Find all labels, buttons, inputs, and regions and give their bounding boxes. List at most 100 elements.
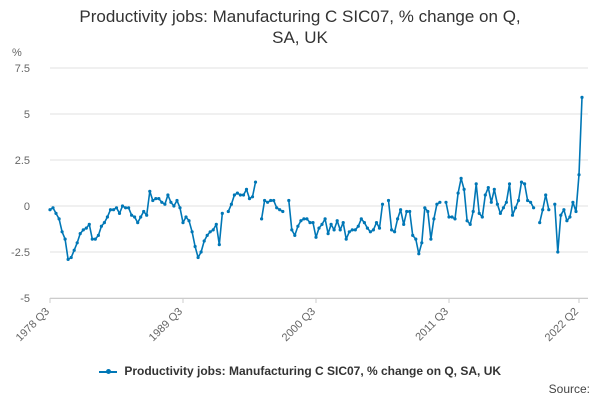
data-point <box>544 193 548 197</box>
data-point <box>211 228 215 232</box>
data-point <box>157 197 161 201</box>
data-point <box>238 193 242 197</box>
data-point <box>196 255 200 260</box>
series-line <box>554 97 583 253</box>
data-point <box>320 222 324 226</box>
data-point <box>501 206 505 210</box>
data-point <box>278 208 282 212</box>
legend-line-marker <box>98 368 117 374</box>
data-point <box>399 208 403 212</box>
data-point <box>480 215 484 219</box>
chart-title-line-1: Productivity jobs: Manufacturing C SIC07… <box>79 7 521 26</box>
data-point <box>492 187 496 191</box>
series-line <box>387 200 441 255</box>
data-point <box>338 228 342 232</box>
x-tick-label: 1978 Q3 <box>14 306 52 344</box>
data-point <box>526 198 530 203</box>
data-point <box>308 221 312 225</box>
data-point <box>269 198 273 203</box>
series-line <box>538 194 550 223</box>
data-point <box>390 228 394 232</box>
data-point <box>202 239 206 243</box>
data-point <box>402 222 406 226</box>
data-point <box>477 211 481 215</box>
data-point <box>205 233 209 237</box>
data-point <box>160 200 164 204</box>
data-point <box>163 202 167 206</box>
data-point <box>450 215 454 219</box>
data-point <box>577 173 581 177</box>
data-point <box>547 208 551 212</box>
data-point <box>281 209 285 214</box>
data-point <box>199 250 203 254</box>
data-point <box>178 206 182 210</box>
x-tick-label: 2000 Q3 <box>280 306 318 344</box>
data-point <box>504 200 508 204</box>
data-point <box>84 226 88 230</box>
data-point <box>63 237 67 241</box>
data-point <box>302 217 306 221</box>
data-point <box>565 219 569 223</box>
data-point <box>353 228 357 232</box>
data-point <box>226 209 230 214</box>
data-point <box>323 217 327 221</box>
data-point <box>214 222 218 226</box>
data-point <box>293 233 297 237</box>
data-point <box>253 180 258 184</box>
data-point <box>133 215 137 219</box>
data-point <box>471 209 475 214</box>
data-point <box>516 198 521 203</box>
data-point <box>117 211 122 215</box>
data-point <box>553 202 557 206</box>
data-point <box>329 222 333 226</box>
data-point <box>139 215 143 219</box>
data-point <box>462 187 466 191</box>
data-point <box>87 222 91 226</box>
data-point <box>489 200 493 204</box>
data-point <box>396 217 400 221</box>
data-point <box>130 213 134 217</box>
data-point <box>314 235 318 239</box>
data-point <box>151 198 155 203</box>
data-point <box>335 219 339 223</box>
data-point <box>127 206 131 210</box>
data-point <box>317 226 321 230</box>
series-line <box>49 190 224 261</box>
data-point <box>145 213 149 217</box>
data-point <box>414 237 418 241</box>
y-tick-label: -5 <box>20 293 30 305</box>
data-point <box>48 208 52 212</box>
data-point <box>263 198 267 203</box>
x-tick-label: 1989 Q3 <box>147 306 185 344</box>
data-point <box>142 209 146 214</box>
data-point <box>181 221 185 225</box>
data-point <box>444 200 448 204</box>
data-point <box>54 211 58 215</box>
data-point <box>299 219 303 223</box>
data-point <box>365 226 369 230</box>
data-point <box>393 230 397 234</box>
data-point <box>538 221 542 225</box>
data-point <box>326 232 330 236</box>
data-point <box>411 233 415 237</box>
data-point <box>429 237 433 241</box>
data-point <box>347 230 351 234</box>
data-point <box>296 224 300 228</box>
data-point <box>66 257 70 261</box>
data-point <box>120 204 125 208</box>
data-point <box>371 228 375 232</box>
data-point <box>136 221 140 225</box>
data-point <box>574 209 578 214</box>
data-point <box>51 206 55 210</box>
data-point <box>90 237 94 241</box>
data-point <box>447 215 451 219</box>
data-point <box>102 221 106 225</box>
data-point <box>562 208 566 212</box>
data-point <box>96 233 100 237</box>
data-point <box>193 244 197 249</box>
data-point <box>217 243 221 247</box>
data-point <box>166 193 170 197</box>
data-point <box>57 217 61 221</box>
data-point <box>114 206 119 210</box>
legend[interactable]: Productivity jobs: Manufacturing C SIC07… <box>0 364 600 378</box>
